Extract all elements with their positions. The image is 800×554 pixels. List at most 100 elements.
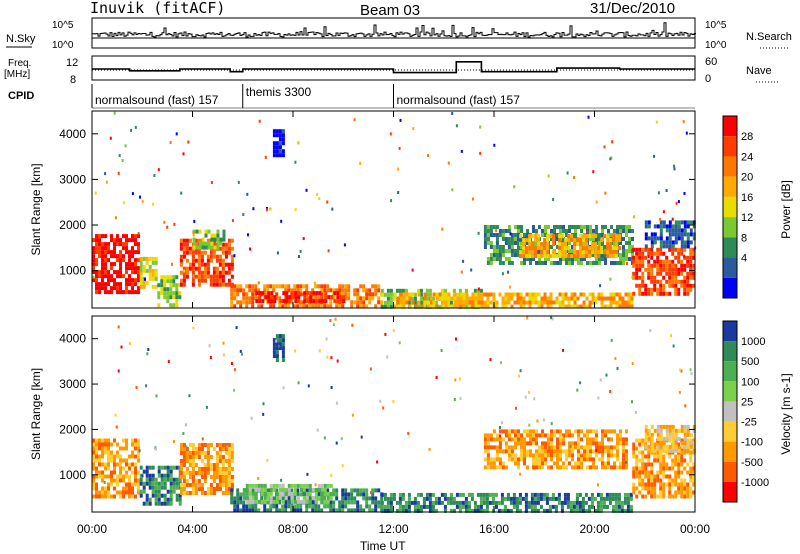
data-cell [671,228,675,233]
data-cell [647,428,651,433]
data-cell [230,274,234,279]
data-cell [191,463,195,467]
data-cell [154,497,158,502]
data-cell [326,304,330,309]
data-cell [592,449,595,454]
data-cell [520,445,523,450]
data-cell [559,457,562,462]
data-cell [586,465,589,470]
data-cell [507,449,511,454]
data-cell [92,438,95,443]
data-cell [260,304,264,309]
data-cell [98,446,101,451]
data-cell [386,500,390,505]
data-cell [224,246,228,251]
data-cell [245,491,249,496]
data-cell [683,482,687,487]
data-cell [467,492,471,497]
data-cell [550,449,553,454]
data-cell [299,508,303,513]
data-cell [163,291,167,296]
data-cell [212,487,216,491]
data-cell [396,304,400,309]
speckle [428,447,431,451]
speckle [611,140,614,144]
data-cell [329,495,333,500]
data-cell [320,508,324,513]
data-cell [139,268,143,273]
colorbar-swatch [723,381,737,402]
data-cell [671,478,675,483]
data-cell [101,462,104,467]
data-cell [683,267,687,272]
data-cell [659,424,663,429]
data-cell [518,496,522,501]
data-cell [314,304,318,309]
data-cell [561,246,565,251]
data-cell [374,504,378,509]
data-cell [537,242,541,247]
data-cell [488,492,492,497]
data-cell [632,482,636,487]
data-cell [251,288,255,293]
data-cell [504,449,508,454]
data-cell [495,433,499,438]
data-cell [113,270,116,275]
data-cell [514,457,517,462]
data-cell [535,453,538,458]
data-cell [233,296,237,301]
data-cell [532,457,535,462]
data-cell [565,261,568,265]
data-cell [564,292,568,297]
data-cell [185,270,189,275]
data-cell [674,458,678,463]
data-cell [236,292,240,297]
data-cell [185,258,189,263]
data-cell [621,296,625,301]
data-cell [131,278,134,283]
data-cell [125,470,128,475]
data-cell [656,432,660,437]
data-cell [665,448,669,453]
data-cell [631,253,634,257]
speckle [477,287,480,291]
scatter-region [192,229,226,250]
data-cell [362,496,366,501]
data-cell [656,279,660,284]
data-cell [589,437,592,442]
data-cell [197,487,201,491]
data-cell [368,504,372,509]
data-cell [683,432,687,437]
data-cell [145,268,149,273]
data-cell [188,262,192,267]
data-cell [169,283,173,288]
data-cell [410,296,414,301]
data-cell [686,444,690,449]
data-cell [278,334,282,339]
data-cell [540,254,544,259]
data-cell [317,304,321,309]
speckle [479,151,482,155]
data-cell [638,287,642,292]
data-cell [650,466,654,471]
data-cell [230,488,234,493]
data-cell [128,490,131,495]
data-cell [272,504,276,509]
data-cell [221,282,225,287]
data-cell [552,254,556,259]
data-cell [104,286,107,291]
data-cell [420,304,424,309]
data-cell [166,295,170,300]
data-cell [567,234,571,239]
colorbar-swatch [723,217,737,238]
data-cell [614,508,618,513]
data-cell [498,449,502,454]
data-cell [632,442,636,447]
data-cell [95,482,98,487]
data-cell [575,508,579,513]
data-cell [577,225,580,229]
data-cell [163,473,167,478]
data-cell [98,290,101,295]
data-cell [197,451,201,455]
data-cell [616,465,619,470]
